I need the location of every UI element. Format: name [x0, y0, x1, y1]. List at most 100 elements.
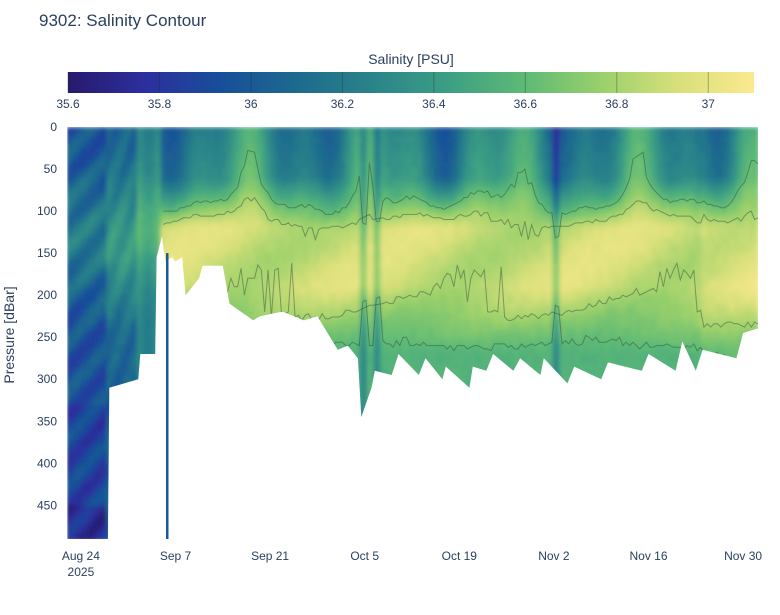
heatmap-cell: [194, 253, 199, 259]
heatmap-cell: [136, 207, 141, 214]
heatmap-cell: [174, 232, 179, 239]
heatmap-cell: [201, 157, 206, 163]
heatmap-cell: [231, 273, 236, 279]
heatmap-cell: [66, 505, 70, 512]
heatmap-cell: [177, 243, 182, 249]
heatmap-cell: [268, 212, 273, 219]
heatmap-cell: [82, 404, 87, 411]
heatmap-cell: [86, 177, 91, 184]
heatmap-cell: [177, 152, 182, 158]
heatmap-cell: [123, 313, 128, 320]
heatmap-cell: [261, 217, 266, 224]
heatmap-cell: [194, 162, 199, 168]
heatmap-cell: [103, 409, 108, 416]
heatmap-cell: [76, 207, 81, 214]
heatmap-cell: [76, 439, 81, 446]
heatmap-cell: [126, 197, 131, 204]
heatmap-cell: [224, 172, 229, 179]
heatmap-cell: [147, 343, 152, 350]
heatmap-cell: [211, 217, 216, 224]
heatmap-cell: [265, 227, 270, 234]
heatmap-cell: [89, 520, 94, 527]
heatmap-cell: [99, 384, 104, 390]
heatmap-cell: [211, 137, 216, 143]
heatmap-cell: [184, 248, 189, 254]
heatmap-cell: [69, 449, 74, 456]
heatmap-cell: [89, 278, 94, 284]
heatmap-cell: [120, 338, 125, 345]
heatmap-cell: [93, 217, 98, 224]
heatmap-cell: [69, 439, 74, 446]
heatmap-cell: [231, 237, 236, 244]
heatmap-cell: [126, 359, 131, 365]
heatmap-cell: [218, 147, 223, 153]
heatmap-cell: [96, 182, 101, 189]
heatmap-cell: [120, 283, 125, 290]
heatmap-cell: [96, 323, 101, 330]
heatmap-cell: [72, 197, 77, 204]
heatmap-cell: [66, 182, 70, 189]
heatmap-cell: [238, 303, 243, 310]
heatmap-cell: [211, 227, 216, 234]
colorbar-tick-label: 35.8: [148, 97, 172, 111]
heatmap-cell: [268, 288, 273, 295]
heatmap-cell: [99, 389, 104, 395]
heatmap-cell: [194, 227, 199, 234]
heatmap-cell: [238, 197, 243, 204]
heatmap-cell: [89, 485, 94, 491]
heatmap-cell: [234, 192, 239, 199]
heatmap-cell: [79, 369, 84, 375]
heatmap-cell: [211, 132, 216, 138]
heatmap-cell: [120, 374, 125, 380]
heatmap-cell: [103, 364, 108, 370]
heatmap-cell: [261, 202, 266, 209]
heatmap-cell: [116, 283, 121, 290]
heatmap-cell: [72, 323, 77, 330]
heatmap-cell: [218, 192, 223, 199]
heatmap-cell: [93, 258, 98, 264]
heatmap-cell: [76, 182, 81, 189]
heatmap-cell: [231, 298, 236, 305]
heatmap-cell: [89, 263, 94, 269]
heatmap-cell: [261, 152, 266, 158]
heatmap-cell: [130, 253, 135, 259]
heatmap-cell: [204, 217, 209, 224]
heatmap-cell: [130, 343, 135, 350]
heatmap-cell: [238, 248, 243, 254]
heatmap-cell: [224, 248, 229, 254]
heatmap-cell: [82, 459, 87, 466]
heatmap-cell: [147, 162, 152, 168]
heatmap-cell: [113, 268, 118, 274]
heatmap-cell: [99, 465, 104, 471]
heatmap-cell: [143, 157, 148, 163]
heatmap-cell: [99, 303, 104, 310]
heatmap-cell: [153, 162, 158, 168]
heatmap-cell: [261, 132, 266, 138]
heatmap-cell: [89, 384, 94, 390]
heatmap-cell: [126, 293, 131, 300]
heatmap-cell: [248, 248, 253, 254]
heatmap-cell: [120, 172, 125, 179]
heatmap-cell: [140, 192, 145, 199]
heatmap-cell: [231, 293, 236, 300]
heatmap-cell: [72, 152, 77, 158]
heatmap-cell: [130, 212, 135, 219]
heatmap-cell: [82, 313, 87, 320]
heatmap-cell: [150, 162, 155, 168]
heatmap-cell: [136, 132, 141, 138]
heatmap-cell: [255, 177, 260, 184]
heatmap-cell: [248, 207, 253, 214]
heatmap-cell: [157, 157, 162, 163]
heatmap-cell: [170, 127, 175, 133]
heatmap-cell: [191, 207, 195, 214]
heatmap-cell: [82, 298, 87, 305]
heatmap-cell: [93, 530, 98, 537]
heatmap-cell: [251, 172, 256, 179]
heatmap-cell: [147, 278, 152, 284]
heatmap-cell: [72, 434, 77, 441]
heatmap-cell: [160, 227, 165, 234]
heatmap-cell: [82, 243, 87, 249]
heatmap-cell: [136, 243, 141, 249]
heatmap-cell: [82, 449, 87, 456]
